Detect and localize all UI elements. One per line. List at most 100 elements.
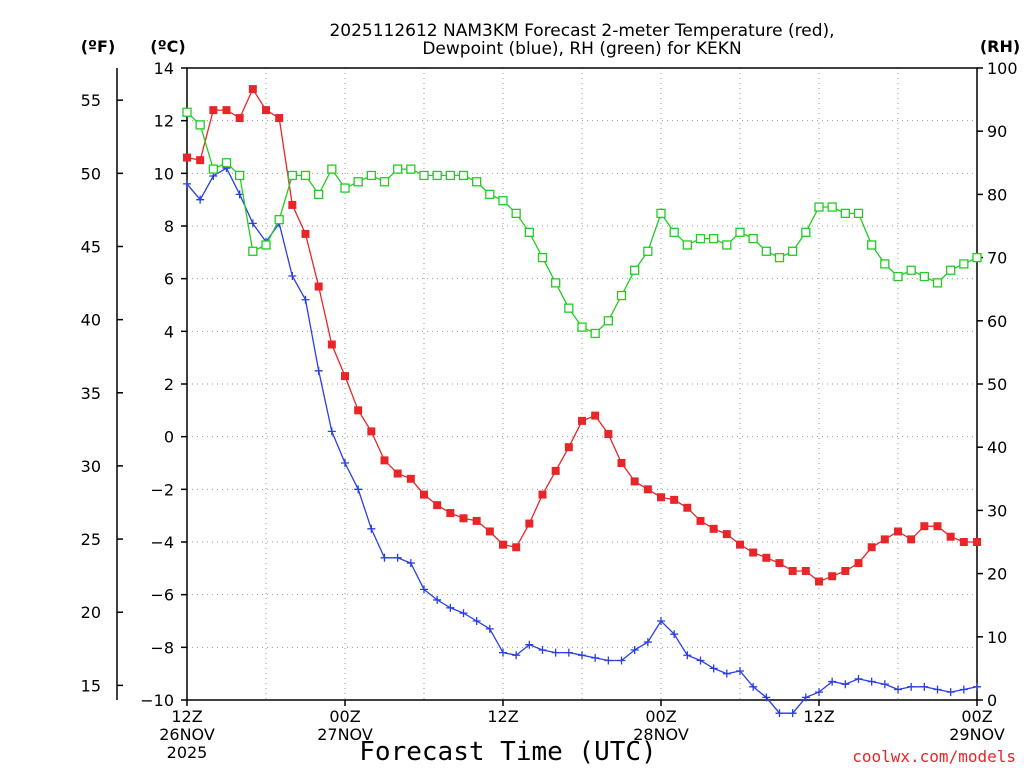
- dewpoint-point: [538, 645, 547, 654]
- x-tick-label: 00Z: [961, 707, 992, 726]
- dewpoint-point: [933, 685, 942, 694]
- temperature-point: [209, 106, 218, 115]
- rh-point: [643, 246, 653, 256]
- temperature-point: [459, 514, 468, 523]
- axes: 14121086420−2−4−6−8−10555045403530252015…: [81, 59, 1018, 710]
- temperature-line: [186, 87, 977, 583]
- dewpoint-point: [907, 682, 916, 691]
- rh-point: [182, 107, 192, 117]
- rh-tick-label: 80: [987, 185, 1007, 204]
- rh-point: [353, 177, 363, 187]
- credit-text: coolwx.com/models: [852, 747, 1016, 766]
- temperature-point: [788, 566, 797, 575]
- rh-point: [274, 215, 284, 225]
- temperature-point: [564, 443, 573, 452]
- dewpoint-point: [433, 595, 442, 604]
- dewpoint-point: [248, 219, 257, 228]
- temperature-point: [367, 427, 376, 436]
- rh-tick-label: 100: [987, 59, 1018, 78]
- dewpoint-point: [894, 685, 902, 694]
- temperature-point: [959, 538, 968, 546]
- dewpoint-point: [801, 693, 810, 702]
- temperature-point: [512, 543, 521, 552]
- rh-point: [511, 208, 521, 219]
- dewpoint-point: [341, 459, 349, 467]
- rh-tick-label: 40: [987, 438, 1007, 457]
- temperature-point: [709, 524, 718, 533]
- rh-point: [709, 233, 719, 244]
- temperature-point: [736, 540, 744, 549]
- fahrenheit-tick-label: 15: [81, 676, 101, 695]
- temperature-point: [525, 519, 534, 528]
- dewpoint-point: [485, 624, 494, 633]
- temperature-point: [867, 543, 876, 552]
- dewpoint-point: [472, 617, 481, 625]
- celsius-tick-label: 8: [164, 217, 174, 236]
- dewpoint-point: [380, 553, 389, 562]
- rh-point: [485, 189, 495, 200]
- rh-point: [248, 246, 258, 256]
- dewpoint-point: [696, 656, 705, 665]
- temperature-point: [591, 411, 600, 420]
- rh-point: [590, 328, 600, 339]
- temperature-point: [262, 106, 270, 115]
- dewpoint-point: [551, 648, 560, 657]
- temperature-point: [933, 522, 942, 531]
- dewpoint-point: [722, 669, 731, 678]
- rh-point: [880, 259, 890, 269]
- temperature-point: [327, 340, 336, 349]
- rh-point: [827, 202, 837, 212]
- temperature-point: [683, 503, 692, 512]
- celsius-tick-label: −8: [150, 638, 174, 657]
- dewpoint-point: [775, 709, 784, 718]
- rh-point: [946, 265, 956, 275]
- rh-point: [669, 227, 679, 237]
- x-tick-label: 28NOV: [633, 725, 689, 744]
- rh-point: [393, 164, 403, 174]
- temperature-point: [380, 456, 389, 465]
- dewpoint-point: [446, 603, 455, 612]
- dewpoint-point: [749, 682, 758, 691]
- rh-point: [656, 208, 666, 219]
- temperature-point: [973, 538, 981, 546]
- rh-point: [537, 252, 548, 263]
- dewpoint-point: [564, 648, 573, 657]
- dewpoint-point: [683, 651, 692, 660]
- rh-point: [788, 246, 798, 256]
- rh-point: [472, 177, 482, 187]
- temperature-point: [630, 477, 639, 486]
- rh-point: [300, 170, 311, 181]
- rh-tick-label: 60: [987, 312, 1007, 331]
- temperature-point: [854, 559, 863, 568]
- fahrenheit-tick-label: 20: [81, 603, 101, 622]
- rh-point: [327, 164, 337, 174]
- rh-point: [287, 170, 297, 181]
- celsius-axis-label: (ºC): [150, 37, 185, 56]
- rh-tick-label: 10: [987, 628, 1007, 647]
- temperature-point: [894, 527, 902, 536]
- dewpoint-point: [841, 680, 850, 689]
- celsius-tick-label: −4: [150, 533, 174, 552]
- x-tick-label: 12Z: [487, 707, 518, 726]
- x-tick-label: 00Z: [329, 707, 360, 726]
- x-tick-label: 29NOV: [949, 725, 1005, 744]
- rh-point: [735, 227, 745, 237]
- dewpoint-point: [196, 195, 205, 204]
- temperature-point: [341, 372, 349, 381]
- rh-point: [564, 303, 574, 313]
- title-line-1: 2025112612 NAM3KM Forecast 2-meter Tempe…: [329, 21, 834, 41]
- rh-point: [221, 158, 232, 168]
- dewpoint-point: [406, 559, 415, 568]
- dewpoint-point: [854, 674, 863, 683]
- rh-point: [630, 265, 640, 275]
- rh-tick-label: 70: [987, 249, 1007, 268]
- temperature-point: [880, 535, 889, 544]
- temperature-point: [446, 509, 455, 518]
- rh-point: [972, 252, 982, 263]
- temperature-point: [696, 516, 705, 525]
- rh-point: [906, 265, 916, 275]
- dewpoint-point: [867, 677, 876, 686]
- rh-point: [774, 252, 785, 263]
- dewpoint-point: [828, 677, 837, 686]
